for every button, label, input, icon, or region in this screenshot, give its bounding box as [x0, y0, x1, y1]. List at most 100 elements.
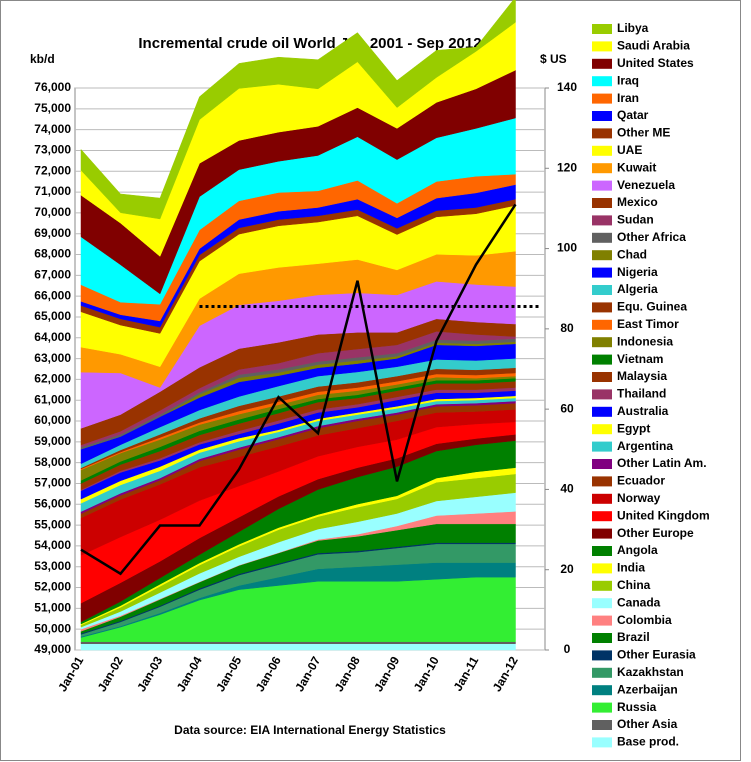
legend-label: Argentina	[617, 439, 673, 453]
legend-swatch	[592, 41, 612, 52]
legend-swatch	[592, 563, 612, 574]
y-tick-label: 61,000	[34, 392, 71, 406]
y-tick-label: 57,000	[34, 476, 71, 490]
legend-label: Colombia	[617, 613, 672, 627]
legend-label: Norway	[617, 491, 661, 505]
legend-swatch	[592, 372, 612, 382]
y-tick-label: 72,000	[34, 163, 71, 177]
legend-label: Chad	[617, 247, 647, 261]
y-axis-label: kb/d	[30, 52, 55, 66]
price-line	[80, 203, 517, 576]
y-tick-label: 74,000	[34, 122, 71, 136]
y-tick-label: 50,000	[34, 621, 71, 635]
legend-swatch	[592, 319, 612, 330]
legend-label: Qatar	[617, 108, 649, 122]
y2-tick-label: 100	[557, 241, 577, 255]
legend-swatch	[592, 598, 612, 609]
legend-label: Ecuador	[617, 474, 665, 488]
y2-tick-label: 0	[564, 642, 571, 656]
y-tick-label: 73,000	[34, 143, 71, 157]
legend-label: Saudi Arabia	[617, 39, 690, 53]
legend-label: United States	[617, 56, 694, 70]
y-tick-label: 67,000	[34, 268, 71, 282]
legend-swatch	[592, 667, 612, 678]
y-tick-label: 54,000	[34, 538, 71, 552]
legend-swatch	[592, 389, 612, 400]
legend-swatch	[592, 476, 612, 487]
legend-swatch	[592, 163, 612, 174]
legend-label: India	[617, 561, 645, 575]
y2-axis-label: $ US	[540, 52, 567, 66]
legend-swatch	[592, 424, 612, 435]
y-tick-label: 52,000	[34, 580, 71, 594]
legend-label: Other Asia	[617, 717, 678, 731]
y-tick-label: 56,000	[34, 496, 71, 510]
legend-swatch	[592, 76, 612, 87]
legend-swatch	[592, 267, 612, 278]
y-tick-label: 59,000	[34, 434, 71, 448]
legend-label: Thailand	[617, 387, 666, 401]
y-tick-label: 75,000	[34, 101, 71, 115]
legend-swatch	[592, 406, 612, 417]
legend-label: Base prod.	[617, 735, 679, 749]
y-tick-label: 58,000	[34, 455, 71, 469]
legend-swatch	[592, 511, 612, 522]
legend-swatch	[592, 285, 612, 295]
legend-label: Azerbaijan	[617, 682, 678, 696]
y2-tick-label: 20	[560, 562, 574, 576]
legend-swatch	[592, 650, 612, 661]
legend-label: Other Europe	[617, 526, 694, 540]
legend-swatch	[592, 145, 612, 156]
legend-label: Iran	[617, 91, 639, 105]
legend-swatch	[592, 702, 612, 713]
legend-label: Sudan	[617, 213, 654, 227]
legend-label: China	[617, 578, 651, 592]
y-tick-label: 60,000	[34, 413, 71, 427]
chart-title: Incremental crude oil World Jan 2001 - S…	[138, 35, 481, 52]
legend-swatch	[592, 250, 612, 261]
area	[80, 0, 516, 220]
legend-swatch	[592, 441, 612, 452]
legend-swatch	[592, 685, 612, 696]
legend-swatch	[592, 232, 612, 243]
y-tick-label: 66,000	[34, 288, 71, 302]
legend-label: Nigeria	[617, 265, 658, 279]
area	[80, 641, 516, 645]
legend-label: Other Eurasia	[617, 648, 696, 662]
legend-label: Other Latin Am.	[617, 456, 707, 470]
legend-swatch	[592, 180, 612, 191]
legend-swatch	[592, 128, 612, 139]
legend-label: Iraq	[617, 73, 639, 87]
y-tick-label: 62,000	[34, 372, 71, 386]
legend-swatch	[592, 633, 612, 643]
legend-swatch	[592, 337, 612, 348]
legend-label: Other Africa	[617, 230, 686, 244]
y-tick-label: 49,000	[34, 642, 71, 656]
y2-tick-label: 140	[557, 80, 577, 94]
legend-swatch	[592, 737, 612, 748]
legend-swatch	[592, 302, 612, 313]
legend-swatch	[592, 459, 612, 469]
y2-tick-label: 120	[557, 160, 577, 174]
legend-swatch	[592, 528, 612, 539]
legend-label: Libya	[617, 21, 649, 35]
y-tick-label: 65,000	[34, 309, 71, 323]
legend-label: Malaysia	[617, 369, 667, 383]
legend-swatch	[592, 215, 612, 226]
y-tick-label: 71,000	[34, 184, 71, 198]
legend-swatch	[592, 111, 612, 121]
legend-label: Indonesia	[617, 334, 673, 348]
legend-label: Equ. Guinea	[617, 300, 687, 314]
legend-label: Egypt	[617, 421, 650, 435]
legend-label: Kazakhstan	[617, 665, 684, 679]
legend-label: East Timor	[617, 317, 679, 331]
legend-label: Russia	[617, 700, 657, 714]
y-tick-label: 76,000	[34, 80, 71, 94]
y2-tick-label: 60	[560, 401, 574, 415]
legend-swatch	[592, 58, 612, 69]
y-tick-label: 55,000	[34, 517, 71, 531]
legend-label: Venezuela	[617, 178, 675, 192]
y-tick-label: 69,000	[34, 226, 71, 240]
legend-swatch	[592, 546, 612, 556]
